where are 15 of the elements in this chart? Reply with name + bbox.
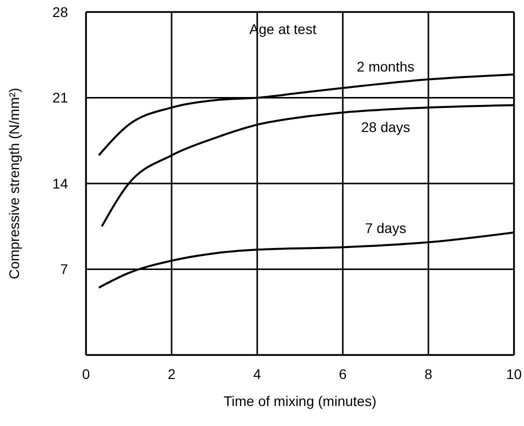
x-axis-title: Time of mixing (minutes) [224,393,376,409]
y-axis-title: Compressive strength (N/mm²) [6,88,22,280]
x-tick-label: 8 [424,366,432,382]
x-tick-label: 6 [338,366,347,382]
series-label: 28 days [361,118,410,135]
y-tick-label: 7 [60,261,68,278]
y-tick-label: 14 [52,175,68,192]
y-tick-label: 28 [52,4,68,20]
x-tick-label: 2 [168,366,176,382]
y-tick-label: 21 [52,90,68,106]
series-label: 2 months [356,58,414,75]
x-tick-label: 4 [253,366,262,382]
series-label: 7 days [364,220,406,236]
x-tick-label: 10 [506,366,522,382]
x-tick-label: 0 [82,366,90,382]
